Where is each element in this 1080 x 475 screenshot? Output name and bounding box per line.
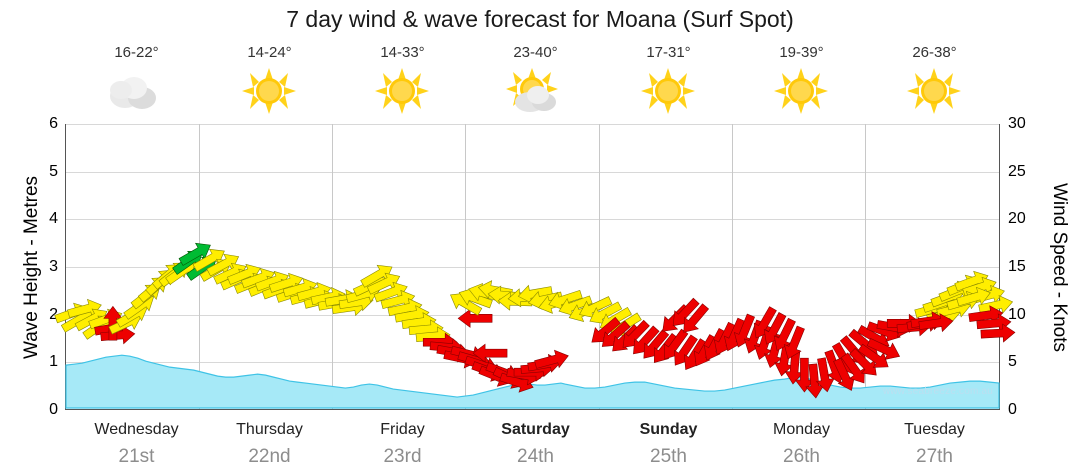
day-date-4: 25th <box>650 446 687 467</box>
day-temp-2: 14-33° <box>380 44 425 61</box>
day-name-0: Wednesday <box>94 421 179 438</box>
sunny-icon <box>367 68 437 114</box>
right-tick-25: 25 <box>1008 163 1026 180</box>
left-tick-3: 3 <box>49 258 58 275</box>
left-tick-5: 5 <box>49 163 58 180</box>
sunny-icon <box>234 68 304 114</box>
day-temp-5: 19-39° <box>779 44 824 61</box>
day-temp-6: 26-38° <box>912 44 957 61</box>
day-date-6: 27th <box>916 446 953 467</box>
day-name-3: Saturday <box>501 421 570 438</box>
day-temp-3: 23-40° <box>513 44 558 61</box>
day-divider-4 <box>599 124 600 409</box>
left-tick-6: 6 <box>49 115 58 132</box>
right-tick-10: 10 <box>1008 306 1026 323</box>
sunny-icon <box>633 68 703 114</box>
wind-arrows <box>52 236 1016 400</box>
partly-cloudy-icon <box>500 68 570 114</box>
right-axis-label: Wind Speed - Knots <box>1049 182 1070 352</box>
gridline-2 <box>66 314 999 316</box>
day-divider-5 <box>732 124 733 409</box>
day-name-1: Thursday <box>236 421 303 438</box>
day-name-4: Sunday <box>639 421 698 438</box>
day-date-2: 23rd <box>383 446 422 467</box>
day-date-1: 22nd <box>248 446 291 467</box>
gridline-4 <box>66 219 999 221</box>
left-tick-4: 4 <box>49 210 58 227</box>
right-tick-5: 5 <box>1008 353 1017 370</box>
credit-watermark: www.seabreeze.com.au <box>882 386 993 397</box>
right-tick-15: 15 <box>1008 258 1026 275</box>
day-temp-1: 14-24° <box>247 44 292 61</box>
day-date-5: 26th <box>783 446 820 467</box>
day-divider-2 <box>332 124 333 409</box>
day-name-5: Monday <box>773 421 830 438</box>
right-tick-30: 30 <box>1008 115 1026 132</box>
day-date-0: 21st <box>118 446 155 467</box>
right-tick-0: 0 <box>1008 401 1017 418</box>
gridline-5 <box>66 171 999 173</box>
left-tick-2: 2 <box>49 306 58 323</box>
plot-area: www.seabreeze.com.au <box>52 124 1016 410</box>
page-title: 7 day wind & wave forecast for Moana (Su… <box>286 6 794 32</box>
right-tick-20: 20 <box>1008 210 1026 227</box>
day-divider-3 <box>465 124 466 409</box>
sunny-icon <box>899 68 969 114</box>
day-name-6: Tuesday <box>904 421 965 438</box>
day-name-2: Friday <box>380 421 425 438</box>
day-date-3: 24th <box>517 446 554 467</box>
left-tick-0: 0 <box>49 401 58 418</box>
cloudy-icon <box>101 68 171 114</box>
day-temp-0: 16-22° <box>114 44 159 61</box>
gridline-6 <box>66 124 999 125</box>
day-temp-4: 17-31° <box>646 44 691 61</box>
left-tick-1: 1 <box>49 353 58 370</box>
gridline-3 <box>66 267 999 268</box>
sunny-icon <box>766 68 836 114</box>
day-divider-6 <box>865 124 866 409</box>
